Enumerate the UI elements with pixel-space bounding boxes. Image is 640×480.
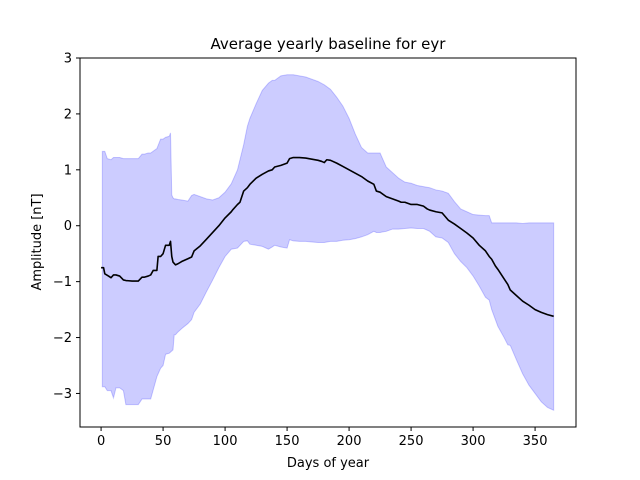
x-tick-label: 350 (523, 434, 548, 449)
confidence-band (101, 74, 555, 412)
y-tick-label: −3 (53, 387, 72, 402)
x-tick-label: 150 (275, 434, 300, 449)
x-tick-label: 50 (155, 434, 172, 449)
x-tick-label: 100 (213, 434, 238, 449)
x-tick-label: 250 (399, 434, 424, 449)
y-tick-label: 3 (64, 52, 72, 67)
x-axis-label: Days of year (287, 456, 370, 471)
y-axis-label: Amplitude [nT] (30, 193, 45, 290)
y-tick-label: −2 (53, 331, 72, 346)
x-tick-label: 300 (461, 434, 486, 449)
x-axis: 0 50 100 150 200 250 300 350 (97, 427, 548, 449)
mean-line (101, 156, 554, 318)
y-tick-label: −1 (53, 275, 72, 290)
x-tick-label: 200 (337, 434, 362, 449)
x-tick-label: 0 (97, 434, 105, 449)
y-tick-label: 0 (64, 219, 72, 234)
y-tick-label: 1 (64, 163, 72, 178)
plot-area (101, 74, 555, 412)
chart-title: Average yearly baseline for eyr (211, 35, 447, 53)
y-axis: −3 −2 −1 0 1 2 3 (53, 52, 80, 402)
y-tick-label: 2 (64, 107, 72, 122)
axes-frame (79, 57, 577, 428)
